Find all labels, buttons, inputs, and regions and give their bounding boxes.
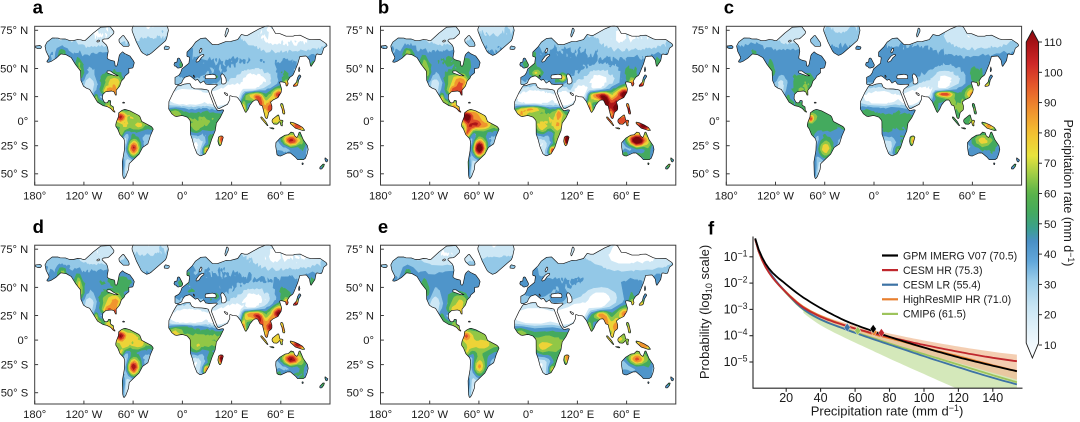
svg-text:50: 50 [1044, 219, 1056, 231]
svg-text:GPM IMERG V07 (70.5): GPM IMERG V07 (70.5) [903, 250, 1017, 262]
svg-text:CMIP6 (61.5): CMIP6 (61.5) [903, 309, 966, 321]
svg-text:110: 110 [1044, 37, 1062, 49]
svg-text:100: 100 [914, 391, 935, 405]
svg-text:40: 40 [814, 391, 828, 405]
svg-text:Probability (log10 scale): Probability (log10 scale) [697, 245, 714, 379]
svg-text:c: c [724, 0, 734, 18]
svg-text:CESM LR (55.4): CESM LR (55.4) [903, 280, 981, 292]
svg-text:Precipitation rate (mm d−1): Precipitation rate (mm d−1) [1061, 120, 1076, 267]
svg-text:140: 140 [982, 391, 1003, 405]
svg-text:100: 100 [1044, 67, 1063, 79]
svg-text:40: 40 [1044, 249, 1056, 261]
svg-text:120: 120 [948, 391, 969, 405]
svg-text:b: b [378, 0, 389, 18]
svg-text:90: 90 [1044, 98, 1056, 110]
svg-text:70: 70 [1044, 158, 1056, 170]
svg-text:Precipitation rate (mm d−1): Precipitation rate (mm d−1) [811, 403, 964, 419]
svg-text:d: d [33, 216, 44, 237]
svg-text:e: e [378, 216, 388, 237]
svg-text:60: 60 [848, 391, 862, 405]
svg-text:HighResMIP HR (71.0): HighResMIP HR (71.0) [903, 294, 1011, 306]
svg-text:CESM HR (75.3): CESM HR (75.3) [903, 265, 982, 277]
svg-text:a: a [33, 0, 44, 18]
svg-text:80: 80 [1044, 128, 1056, 140]
svg-text:20: 20 [1044, 310, 1056, 322]
svg-text:10: 10 [1044, 340, 1056, 352]
svg-text:f: f [708, 218, 715, 239]
svg-text:20: 20 [779, 391, 793, 405]
svg-text:80: 80 [883, 391, 897, 405]
svg-text:60: 60 [1044, 189, 1056, 201]
svg-text:30: 30 [1044, 279, 1056, 291]
